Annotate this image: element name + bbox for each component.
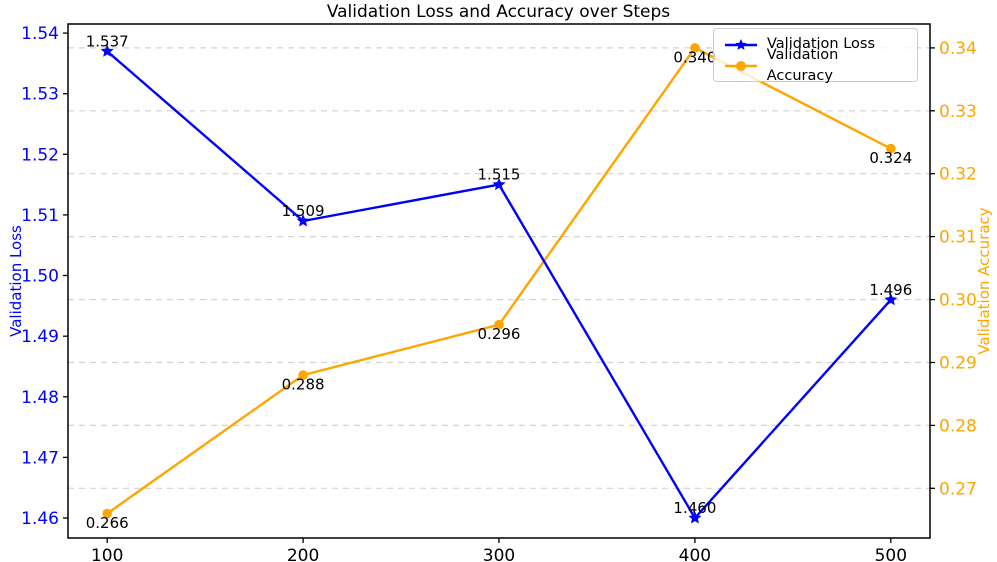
y-tick-label-right: 0.32 [939,165,977,185]
accuracy-point-label: 0.296 [478,325,521,343]
y-tick-label-left: 1.46 [21,509,59,529]
accuracy-point-label: 0.266 [86,514,129,532]
x-tick-label: 200 [287,546,319,562]
loss-marker [884,292,898,306]
x-tick-label: 500 [875,546,907,562]
y-tick-label-left: 1.49 [21,327,59,347]
loss-point-label: 1.537 [86,32,129,50]
accuracy-line [106,46,892,515]
y-tick-label-left: 1.51 [21,206,59,226]
loss-point-label: 1.509 [282,202,325,220]
x-tick-label: 400 [679,546,711,562]
loss-point-label: 1.496 [869,281,912,299]
y-axis-label-left: Validation Loss [7,225,25,337]
y-tick-label-left: 1.53 [21,85,59,105]
legend: Validation Loss Validation Accuracy [713,28,918,84]
loss-marker [296,214,310,227]
legend-loss-sample [725,38,757,50]
x-tick-label: 100 [91,546,123,562]
chart-title: Validation Loss and Accuracy over Steps [326,2,671,22]
legend-accuracy-sample [725,60,757,71]
loss-point-label: 1.460 [673,499,716,517]
y-tick-label-right: 0.34 [939,39,977,59]
loss-line [106,50,892,520]
circle-icon [736,60,746,71]
accuracy-marker [494,319,504,330]
y-tick-label-left: 1.50 [21,267,59,287]
y-tick-label-left: 1.47 [21,448,59,468]
accuracy-point-label: 0.324 [869,149,912,167]
accuracy-point-label: 0.340 [673,48,716,66]
y-tick-label-left: 1.54 [21,24,59,44]
legend-item-accuracy: Validation Accuracy [723,47,908,84]
y-tick-label-left: 1.52 [21,145,59,165]
legend-label-loss: Validation Loss [767,36,876,52]
loss-marker [688,511,702,524]
y-tick-label-right: 0.30 [939,291,977,311]
y-tick-label-right: 0.27 [939,479,977,499]
y-tick-label-right: 0.28 [939,416,977,436]
loss-point-label: 1.515 [478,166,521,184]
y-tick-label-right: 0.31 [939,228,977,248]
accuracy-marker [298,370,308,380]
legend-item-loss: Validation Loss [723,34,908,55]
loss-marker [100,44,114,57]
y-tick-label-left: 1.48 [21,388,59,408]
loss-marker [492,177,506,191]
accuracy-marker [690,43,700,53]
y-tick-label-right: 0.33 [939,102,977,122]
y-tick-label-right: 0.29 [939,354,977,374]
x-tick-label: 300 [483,546,515,562]
legend-label-accuracy: Validation Accuracy [766,46,839,84]
accuracy-point-label: 0.288 [282,376,325,394]
accuracy-marker [102,508,112,519]
accuracy-marker [886,143,896,154]
y-axis-label-right: Validation Accuracy [975,207,993,355]
star-icon [735,38,747,50]
